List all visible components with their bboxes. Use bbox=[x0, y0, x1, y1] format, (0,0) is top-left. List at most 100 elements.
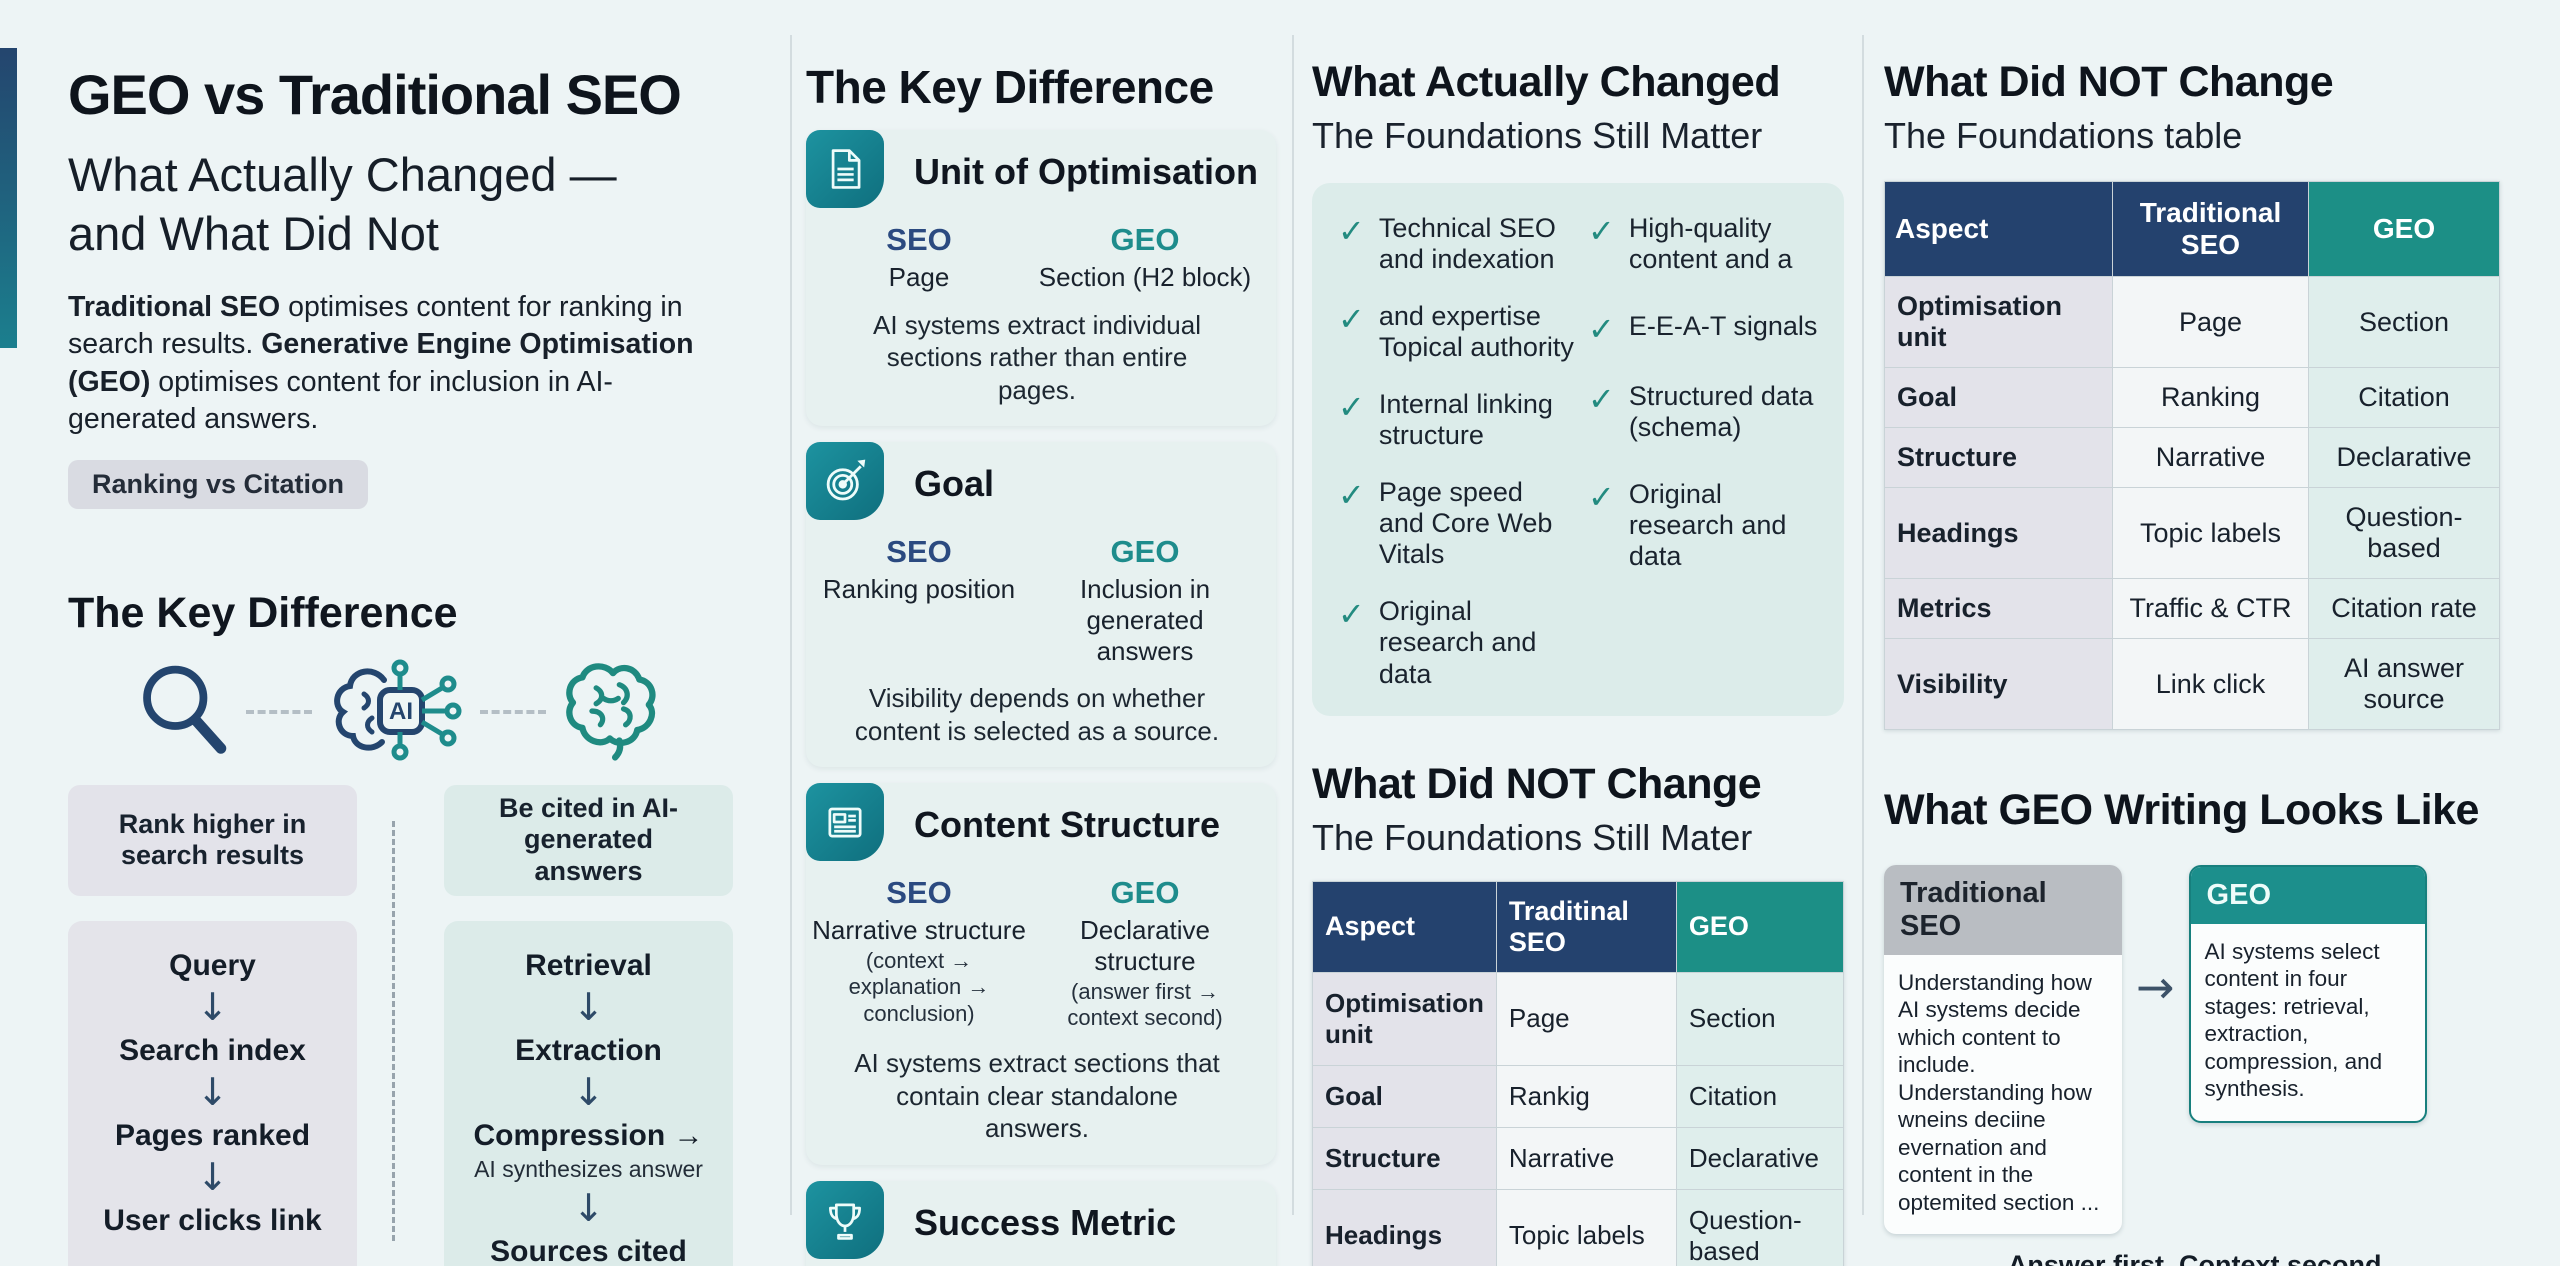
table-row: Metrics Traffic & CTR Citation rate bbox=[1884, 578, 2500, 639]
table-row: Optimisation unit Page Section bbox=[1884, 276, 2500, 368]
geo-side: GEO Declarative structure (answer first … bbox=[1032, 875, 1258, 1031]
cell-traditional: Page bbox=[2112, 276, 2309, 368]
checklist-item: ✓ Technical SEO and indexation bbox=[1338, 213, 1574, 275]
card-goal: Goal SEO Ranking position GEO Inclusion … bbox=[806, 442, 1276, 768]
intro-column: GEO vs Traditional SEO What Actually Cha… bbox=[68, 0, 733, 1266]
geo-box-body: AI systems select content in four stages… bbox=[2204, 939, 2383, 1102]
cell-aspect: Optimisation unit bbox=[1312, 971, 1497, 1066]
key-difference-column: The Key Difference Unit of Optimisation … bbox=[806, 0, 1276, 1266]
cell-geo: Section bbox=[2308, 276, 2500, 368]
checklist-item: ✓ E-E-A-T signals bbox=[1588, 311, 1824, 345]
what-changed-column: What Actually Changed The Foundations St… bbox=[1312, 0, 1845, 1266]
flow-step: Search index bbox=[119, 1034, 306, 1068]
down-arrow-icon: ↓ bbox=[572, 985, 605, 1030]
page-title: GEO vs Traditional SEO bbox=[68, 63, 682, 126]
cell-geo: AI answer source bbox=[2308, 638, 2500, 730]
cell-aspect: Structure bbox=[1884, 427, 2113, 488]
cell-traditional: Traffic & CTR bbox=[2112, 578, 2309, 639]
table-row: Structure Narrative Declarative bbox=[1312, 1126, 1845, 1190]
cell-aspect: Structure bbox=[1312, 1126, 1497, 1190]
cell-geo: Citation rate bbox=[2308, 578, 2500, 639]
card-compare: SEO Page GEO Section (H2 block) bbox=[806, 222, 1258, 293]
header-aspect: Aspect bbox=[1884, 181, 2113, 277]
card-title: Goal bbox=[914, 463, 995, 505]
table-header-row: Aspect Traditional SEO GEO bbox=[1884, 181, 2500, 277]
page-subtitle: What Actually Changed — and What Did Not bbox=[68, 145, 733, 263]
card-description: AI systems extract individual sections r… bbox=[872, 309, 1201, 405]
geo-side: GEO Section (H2 block) bbox=[1032, 222, 1258, 293]
cell-geo: Citation bbox=[2308, 367, 2500, 428]
header-geo: GEO bbox=[2308, 181, 2500, 277]
cell-aspect: Visibility bbox=[1884, 638, 2113, 730]
ai-chip-brain-icon: AI bbox=[320, 654, 472, 771]
table-row: Headings Topic labels Question-based bbox=[1312, 1188, 1845, 1266]
outcome-row: Rank higher in search results Be cited i… bbox=[68, 784, 733, 897]
checklist-item: ✓ and expertise Topical authority bbox=[1338, 301, 1574, 363]
geo-value: Section (H2 block) bbox=[1038, 262, 1252, 292]
checklist-item-text: Page speed and Core Web Vitals bbox=[1378, 477, 1553, 570]
cell-aspect: Headings bbox=[1884, 487, 2113, 579]
seo-side: SEO Narrative structure (context → expla… bbox=[806, 875, 1032, 1031]
magnifier-icon bbox=[130, 657, 238, 767]
table-row: Visibility Link click AI answer source bbox=[1884, 638, 2500, 730]
checklist-item: ✓ Page speed and Core Web Vitals bbox=[1338, 477, 1574, 570]
card-content-structure: Content Structure SEO Narrative structur… bbox=[806, 783, 1276, 1165]
seo-label: SEO bbox=[886, 875, 952, 911]
cell-traditional: Rankig bbox=[1495, 1064, 1677, 1128]
seo-side: SEO Page bbox=[806, 222, 1032, 293]
geo-value: Inclusion in generated answers bbox=[1079, 574, 1211, 666]
flow-step: Pages ranked bbox=[114, 1118, 311, 1152]
down-arrow-icon: ↓ bbox=[196, 985, 229, 1030]
check-icon: ✓ bbox=[1338, 388, 1365, 427]
card-unit-of-optimisation: Unit of Optimisation SEO Page GEO Sectio… bbox=[806, 130, 1276, 427]
card-header: Content Structure bbox=[806, 783, 1258, 862]
page-subtitle-line2: and What Did Not bbox=[68, 207, 439, 261]
right-arrow-icon: → bbox=[2136, 960, 2175, 1014]
flow-step: Compression → bbox=[473, 1118, 704, 1152]
cell-traditional: Narrative bbox=[1495, 1126, 1677, 1190]
seo-outcome-box: Rank higher in search results bbox=[68, 784, 357, 897]
foundations-checklist: ✓ Technical SEO and indexation ✓ and exp… bbox=[1312, 183, 1844, 716]
table-row: Structure Narrative Declarative bbox=[1884, 427, 2500, 488]
cell-traditional: Ranking bbox=[2112, 367, 2309, 428]
checklist-right-column: ✓ High-quality content and a ✓ E-E-A-T s… bbox=[1588, 213, 1824, 690]
what-actually-changed-heading: What Actually Changed bbox=[1312, 58, 1781, 106]
page-subtitle-line1: What Actually Changed — bbox=[68, 148, 617, 201]
geo-flow-box: Retrieval ↓ Extraction ↓ Compression → A… bbox=[444, 921, 733, 1266]
cell-geo: Declarative bbox=[1675, 1126, 1845, 1190]
seo-flow-box: Query ↓ Search index ↓ Pages ranked ↓ Us… bbox=[68, 921, 357, 1266]
table-row: Goal Rankig Citation bbox=[1312, 1064, 1845, 1128]
dashed-connector-icon bbox=[480, 710, 546, 715]
cell-traditional: Topic labels bbox=[2112, 487, 2309, 579]
check-icon: ✓ bbox=[1338, 595, 1365, 634]
what-did-not-change-subheading: The Foundations Still Mater bbox=[1312, 816, 1753, 858]
flow-row: Query ↓ Search index ↓ Pages ranked ↓ Us… bbox=[68, 821, 733, 1266]
flow-step: Query bbox=[169, 949, 256, 983]
what-did-not-change-heading: What Did NOT Change bbox=[1312, 759, 1762, 808]
check-icon: ✓ bbox=[1588, 478, 1615, 517]
writing-comparison: Traditional SEO Understanding how AI sys… bbox=[1884, 865, 2524, 1234]
seo-value: Ranking position bbox=[822, 574, 1016, 605]
flow-step-note: AI synthesizes answer bbox=[474, 1155, 703, 1182]
flow-step: Retrieval bbox=[525, 949, 652, 983]
key-difference-icons: AI bbox=[68, 657, 733, 767]
intro-text-2: optimises content for inclusion in AI-ge… bbox=[68, 365, 613, 435]
cell-aspect: Headings bbox=[1312, 1188, 1497, 1266]
flow-step: Extraction bbox=[515, 1034, 662, 1068]
intro-text-1: optimises content for ranking in search … bbox=[68, 291, 683, 361]
down-arrow-icon: ↓ bbox=[196, 1070, 229, 1115]
cell-traditional: Page bbox=[1495, 971, 1677, 1066]
card-header: Unit of Optimisation bbox=[806, 130, 1258, 208]
intro-bold-traditional-seo: Traditional SEO bbox=[68, 291, 281, 324]
table-row: Optimisation unit Page Section bbox=[1312, 971, 1845, 1066]
card-title: Unit of Optimisation bbox=[914, 151, 1258, 192]
checklist-item: ✓ High-quality content and a bbox=[1588, 213, 1824, 275]
checklist-item-text: Technical SEO and indexation bbox=[1378, 213, 1556, 275]
header-traditional-seo: Traditinal SEO bbox=[1495, 880, 1677, 973]
card-header: Success Metric bbox=[806, 1180, 1258, 1259]
target-icon bbox=[806, 442, 884, 521]
document-icon bbox=[806, 130, 884, 208]
answer-first-note: Answer first. Context second. bbox=[2007, 1249, 2389, 1266]
column-divider-2 bbox=[1292, 35, 1294, 1215]
checklist-item: ✓ Internal linking structure bbox=[1338, 389, 1574, 451]
